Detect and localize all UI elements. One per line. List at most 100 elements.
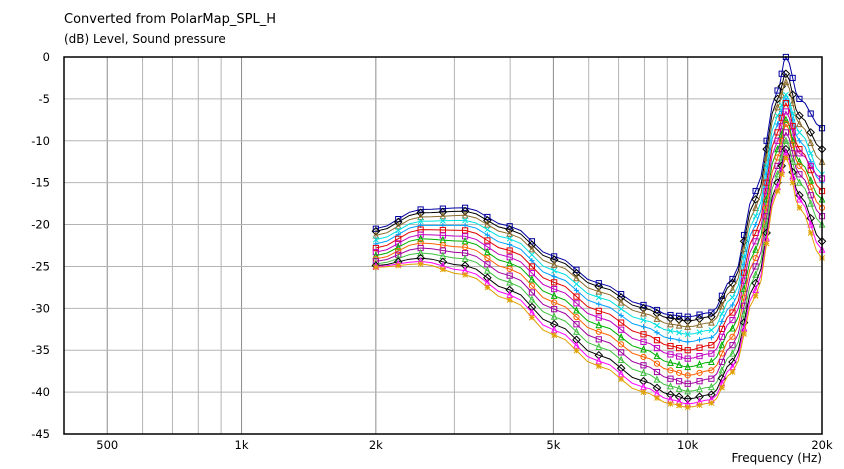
data-point xyxy=(594,282,604,291)
data-point xyxy=(460,261,470,270)
data-point xyxy=(806,128,816,137)
data-point xyxy=(684,322,692,330)
data-point xyxy=(618,349,625,356)
data-point xyxy=(807,192,814,199)
data-point xyxy=(506,223,513,230)
series-4 xyxy=(372,91,825,338)
y-tick-label: -30 xyxy=(31,301,50,315)
data-point xyxy=(778,70,785,77)
data-point xyxy=(778,114,785,121)
data-point xyxy=(371,226,381,236)
data-point xyxy=(460,206,470,216)
data-point xyxy=(675,345,683,352)
data-point xyxy=(653,306,661,314)
data-point xyxy=(484,237,491,244)
data-point xyxy=(696,311,703,318)
data-point xyxy=(796,204,803,211)
data-point xyxy=(573,293,580,300)
data-point xyxy=(573,327,580,335)
x-axis-label: Frequency (Hz) xyxy=(731,451,823,465)
series-5 xyxy=(373,96,825,345)
data-point xyxy=(789,74,796,82)
y-tick-label: -35 xyxy=(31,343,50,357)
data-point xyxy=(618,312,624,319)
data-point xyxy=(778,171,785,178)
data-point xyxy=(484,247,491,256)
series-line xyxy=(375,81,823,328)
data-point xyxy=(417,234,425,242)
data-point xyxy=(696,360,703,368)
y-axis-label: (dB) Level, Sound pressure xyxy=(64,32,226,46)
data-point xyxy=(708,367,715,374)
y-tick-label: -45 xyxy=(31,427,50,441)
data-point xyxy=(595,336,602,343)
data-point xyxy=(595,320,603,329)
data-point xyxy=(666,390,675,399)
series-line xyxy=(375,152,823,405)
data-point xyxy=(729,333,736,340)
data-point xyxy=(618,290,625,298)
x-tick-label: 1k xyxy=(235,438,249,452)
data-point xyxy=(741,330,748,337)
data-point xyxy=(796,178,803,186)
data-point xyxy=(696,384,703,393)
data-point xyxy=(417,248,425,257)
data-point xyxy=(695,392,704,402)
data-point xyxy=(572,268,581,278)
data-point xyxy=(483,273,492,283)
data-point xyxy=(675,353,683,360)
data-point xyxy=(439,266,446,273)
data-point xyxy=(708,335,714,341)
data-point xyxy=(796,162,803,170)
y-tick-label: -20 xyxy=(31,218,50,232)
data-point xyxy=(527,240,537,249)
data-point xyxy=(550,291,558,299)
data-point xyxy=(595,363,602,370)
data-point xyxy=(719,318,725,324)
data-point xyxy=(752,270,760,278)
data-point xyxy=(729,302,736,308)
data-point xyxy=(774,169,781,178)
data-point xyxy=(461,211,469,219)
data-point xyxy=(751,195,760,204)
data-point xyxy=(795,111,804,120)
data-point xyxy=(640,353,647,361)
series-8 xyxy=(372,115,826,371)
data-point xyxy=(807,110,814,117)
data-point xyxy=(667,342,674,350)
data-point xyxy=(439,205,446,212)
data-point xyxy=(696,352,703,360)
data-point xyxy=(729,324,736,332)
data-point xyxy=(763,240,770,247)
data-point xyxy=(774,87,781,94)
data-point xyxy=(551,306,558,313)
data-point xyxy=(684,380,691,387)
data-point xyxy=(551,299,558,306)
data-point xyxy=(528,244,536,253)
data-point xyxy=(551,253,558,260)
data-point xyxy=(573,321,580,328)
data-point xyxy=(551,273,557,280)
data-point xyxy=(740,294,748,301)
data-point xyxy=(395,227,402,234)
data-point xyxy=(652,309,662,318)
data-point xyxy=(667,381,674,390)
data-point xyxy=(675,369,683,376)
y-tick-label: -5 xyxy=(39,92,50,106)
data-point xyxy=(774,102,781,111)
data-point xyxy=(740,277,748,284)
data-point xyxy=(395,262,402,269)
data-point xyxy=(684,362,692,371)
data-point xyxy=(753,221,759,228)
data-point xyxy=(718,358,726,366)
data-point xyxy=(718,384,725,391)
data-point xyxy=(551,332,558,339)
data-point xyxy=(394,242,402,251)
data-point xyxy=(774,188,781,194)
data-point xyxy=(752,203,760,211)
data-point xyxy=(653,375,661,383)
data-point xyxy=(527,302,537,312)
data-point xyxy=(395,247,402,255)
series-2 xyxy=(371,69,827,326)
data-point xyxy=(752,292,759,299)
